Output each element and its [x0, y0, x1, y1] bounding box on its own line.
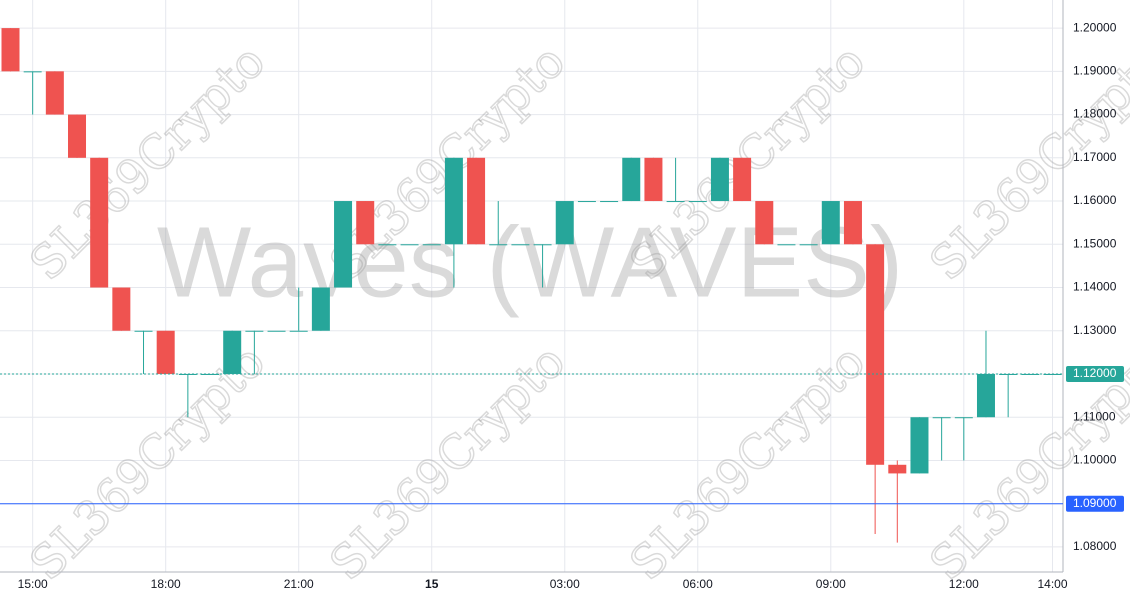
x-tick-label: 15: [425, 577, 439, 591]
price-label-bg: [1066, 495, 1124, 512]
candle-body: [23, 71, 42, 73]
candle-body: [267, 330, 286, 332]
y-tick-label: 1.15000: [1073, 236, 1117, 250]
price-label-bg: [1066, 365, 1124, 382]
candle-body: [178, 373, 197, 375]
candle-body: [311, 287, 330, 331]
candle-body: [201, 373, 220, 375]
candle-body: [400, 244, 419, 246]
brand-watermark: SL369Crypto: [319, 334, 575, 590]
candle-body: [45, 71, 64, 115]
candle-body: [821, 201, 840, 245]
x-tick-label: 06:00: [683, 577, 713, 591]
x-tick-label: 09:00: [816, 577, 846, 591]
candle-body: [843, 201, 862, 245]
candle-body: [733, 157, 752, 202]
candle-body: [422, 244, 441, 246]
price-label: 1.12000: [1073, 366, 1117, 380]
candle-body: [156, 330, 175, 374]
candle-body: [223, 330, 242, 374]
candle-body: [710, 157, 729, 202]
candle-body: [356, 201, 375, 245]
price-label: 1.09000: [1073, 496, 1117, 510]
y-tick-label: 1.08000: [1073, 539, 1117, 553]
candle-body: [799, 244, 818, 246]
x-tick-label: 03:00: [550, 577, 580, 591]
candle-body: [777, 244, 796, 246]
x-tick-label: 12:00: [949, 577, 979, 591]
candle-body: [533, 244, 552, 246]
candle-body: [444, 157, 463, 245]
y-tick-label: 1.13000: [1073, 323, 1117, 337]
candle-body: [555, 201, 574, 245]
candle-body: [245, 330, 264, 332]
y-tick-label: 1.20000: [1073, 20, 1117, 34]
candle-body: [954, 417, 973, 419]
y-tick-label: 1.19000: [1073, 64, 1117, 78]
candle-body: [622, 157, 641, 202]
candle-body: [289, 330, 308, 332]
candle-body: [511, 244, 530, 246]
y-tick-label: 1.14000: [1073, 280, 1117, 294]
candle-body: [489, 244, 508, 246]
y-tick-label: 1.18000: [1073, 107, 1117, 121]
candle-body: [932, 417, 951, 419]
candle-body: [600, 201, 619, 203]
candle-body: [577, 201, 596, 203]
candle-body: [644, 157, 663, 202]
x-tick-label: 15:00: [18, 577, 48, 591]
candle-body: [755, 201, 774, 245]
candle-body: [888, 464, 907, 474]
candle-body: [866, 244, 885, 465]
candle-body: [378, 244, 397, 246]
x-tick-label: 18:00: [151, 577, 181, 591]
candle-body: [112, 287, 131, 331]
y-tick-label: 1.10000: [1073, 453, 1117, 467]
candle-body: [910, 417, 929, 474]
y-tick-label: 1.17000: [1073, 150, 1117, 164]
candle-body: [90, 157, 109, 288]
candle-body: [334, 201, 353, 288]
x-tick-label: 21:00: [284, 577, 314, 591]
candle-body: [976, 373, 995, 418]
candle-body: [666, 201, 685, 203]
brand-watermark: SL369Crypto: [619, 334, 875, 590]
watermark: Waves (WAVES): [157, 206, 903, 318]
y-tick-label: 1.11000: [1073, 409, 1116, 423]
y-tick-label: 1.16000: [1073, 193, 1117, 207]
candle-body: [467, 157, 486, 245]
x-tick-label: 14:00: [1037, 577, 1067, 591]
candle-body: [134, 330, 153, 332]
candle-body: [1021, 373, 1040, 375]
candle-body: [68, 114, 87, 158]
candle-body: [688, 201, 707, 203]
candle-body: [1, 28, 20, 72]
